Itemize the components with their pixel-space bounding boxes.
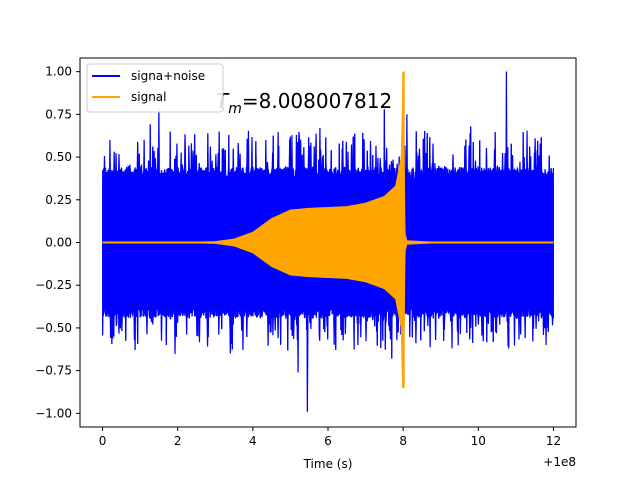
legend: signa+noise signal bbox=[86, 63, 224, 113]
x-tick-label: 6 bbox=[324, 434, 332, 448]
series-signa-noise-lower-edge bbox=[101, 302, 555, 412]
tm-annotation-value: =8.008007812 bbox=[242, 89, 392, 113]
tm-annotation: Tm=8.008007812 bbox=[216, 89, 392, 117]
legend-label-signa-noise: signa+noise bbox=[131, 69, 205, 83]
legend-box bbox=[86, 63, 224, 113]
y-tick-label: 0.00 bbox=[45, 236, 72, 250]
x-tick-label: 4 bbox=[249, 434, 257, 448]
x-tick-label: 2 bbox=[174, 434, 182, 448]
y-tick-label: 0.50 bbox=[45, 150, 72, 164]
x-axis-offset-label: +1e8 bbox=[543, 455, 576, 469]
x-tick-label: 0 bbox=[99, 434, 107, 448]
y-tick-label: −0.50 bbox=[35, 321, 72, 335]
x-tick-label: 12 bbox=[546, 434, 561, 448]
tm-annotation-subscript: m bbox=[228, 101, 242, 117]
x-axis-label: Time (s) bbox=[303, 457, 353, 471]
y-tick-label: 0.75 bbox=[45, 107, 72, 121]
axis-ticks: 0 2 4 6 8 10 12 −1.00 −0.75 −0.50 −0.25 0.00 0.25 0.5… bbox=[35, 65, 561, 448]
plot-area bbox=[101, 71, 555, 412]
y-tick-label: −0.25 bbox=[35, 278, 72, 292]
y-tick-label: −0.75 bbox=[35, 364, 72, 378]
y-tick-label: 1.00 bbox=[45, 65, 72, 79]
series-signa-noise-upper-edge bbox=[101, 71, 555, 183]
y-tick-label: 0.25 bbox=[45, 193, 72, 207]
x-tick-label: 8 bbox=[399, 434, 407, 448]
y-tick-label: −1.00 bbox=[35, 406, 72, 420]
x-tick-label: 10 bbox=[471, 434, 486, 448]
tm-annotation-text: Tm=8.008007812 bbox=[216, 89, 392, 117]
series-signal bbox=[102, 71, 554, 389]
legend-label-signal: signal bbox=[131, 90, 167, 104]
series-signal-envelope bbox=[102, 71, 554, 389]
